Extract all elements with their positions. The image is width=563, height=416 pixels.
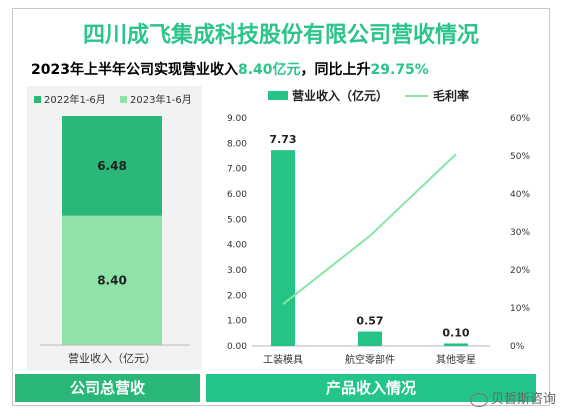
right-axis-tick: 10% [510, 304, 530, 314]
left-category-label: 营业收入（亿元） [68, 351, 156, 365]
margin-line [282, 153, 457, 305]
right-axis-tick: 50% [510, 152, 530, 162]
product-bar-value-label: 7.73 [269, 133, 296, 146]
left-axis-tick: 0.00 [227, 342, 247, 352]
left-axis-tick: 9.00 [227, 114, 247, 124]
footer-total-revenue: 公司总营收 [15, 374, 200, 402]
left-axis-tick: 5.00 [227, 215, 247, 225]
watermark-text: 贝哲斯咨询 [491, 392, 557, 407]
right-axis-tick: 40% [510, 190, 530, 200]
watermark: 贝哲斯咨询 [470, 388, 556, 407]
left-axis-tick: 3.00 [227, 266, 247, 276]
legend-label-2023: 2023年1-6月 [130, 93, 192, 106]
right-axis-tick: 0% [510, 342, 525, 352]
legend-swatch-2022 [34, 96, 41, 103]
right-axis-tick: 30% [510, 228, 530, 238]
summary-line: 2023年上半年公司实现营业收入8.40亿元，同比上升29.75% [31, 59, 429, 79]
product-category-labels: 工装模具 航空零部件 其他零星 [263, 353, 476, 366]
product-category-label: 航空零部件 [345, 353, 395, 366]
legend-swatch-revenue [268, 91, 288, 100]
legend-label-2022: 2022年1-6月 [44, 93, 106, 106]
summary-revenue: 8.40亿元 [237, 62, 301, 78]
product-category-label: 其他零星 [436, 353, 476, 366]
product-bar [444, 343, 468, 346]
left-axis-tick: 8.00 [227, 139, 247, 149]
left-value-label-2023: 8.40 [97, 273, 127, 287]
left-axis-tick: 7.00 [227, 165, 247, 175]
left-axis-tick: 2.00 [227, 291, 247, 301]
legend-label-revenue: 营业收入（亿元） [292, 88, 388, 103]
left-axis-tick: 6.00 [227, 190, 247, 200]
page-title: 四川成飞集成科技股份有限公司营收情况 [82, 23, 479, 48]
left-bar-segment-2022 [62, 116, 162, 216]
left-legend: 2022年1-6月 2023年1-6月 [34, 93, 192, 106]
summary-mid: ，同比上升 [300, 62, 371, 78]
left-stacked-bar: 8.40 6.48 [62, 116, 162, 345]
left-value-label-2022: 6.48 [97, 159, 127, 173]
left-axis-tick: 4.00 [227, 241, 247, 251]
product-bars: 7.73 0.57 0.10 [269, 133, 470, 346]
right-axis-tick: 60% [510, 114, 530, 124]
right-axis-tick: 20% [510, 266, 530, 276]
weibo-icon [470, 392, 488, 407]
legend-label-margin: 毛利率 [433, 88, 469, 103]
product-bar-value-label: 0.57 [356, 315, 383, 328]
product-bar-value-label: 0.10 [442, 326, 469, 339]
summary-growth: 29.75% [370, 62, 429, 78]
left-axis-tick: 1.00 [227, 317, 247, 327]
product-bar [358, 331, 382, 346]
right-axis-ticks: 0% 10% 20% 30% 40% 50% 60% [510, 114, 530, 352]
right-legend: 营业收入（亿元） 毛利率 [268, 88, 469, 103]
legend-swatch-2023 [120, 96, 127, 103]
product-category-label: 工装模具 [263, 353, 303, 366]
product-bar [271, 150, 295, 346]
summary-prefix: 2023年上半年公司实现营业收入 [31, 62, 238, 78]
left-axis-ticks: 0.00 1.00 2.00 3.00 4.00 5.00 6.00 7.00 8.00 9.00 [227, 114, 247, 352]
left-bar-segment-2023 [62, 215, 162, 345]
margin-line-path [282, 153, 457, 305]
